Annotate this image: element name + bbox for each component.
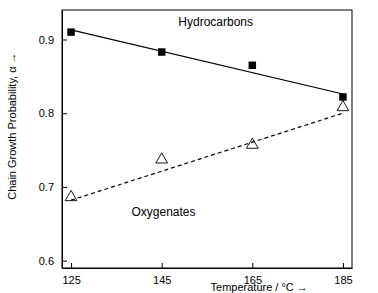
y-axis-line [62,11,63,269]
x-axis-title: Temperature / °C → [211,281,308,293]
data-point [246,138,258,148]
x-tick-mark [162,263,163,268]
data-point [249,62,256,69]
x-axis-line [63,268,353,269]
y-tick: 0.6 [39,255,67,267]
data-point [67,28,74,35]
x-tick-label: 185 [334,274,352,286]
data-point [156,153,168,163]
x-tick: 145 [153,263,171,286]
y-tick: 0.9 [39,34,67,46]
series-annotation: Oxygenates [131,205,195,219]
y-tick-label: 0.8 [39,107,54,119]
y-tick-mark [62,187,67,188]
x-tick: 185 [334,263,352,286]
y-tick-mark [62,39,67,40]
data-point [337,101,349,111]
y-tick-mark [62,113,67,114]
x-tick-label: 125 [62,274,80,286]
y-axis-title: Chain Growth Probability, α → [6,52,18,199]
y-tick-label: 0.7 [39,181,54,193]
data-point [65,190,77,200]
x-tick-mark [252,263,253,268]
y-tick-mark [62,261,67,262]
fit-line [71,113,343,200]
series-annotation: Hydrocarbons [178,15,253,29]
y-tick-label: 0.6 [39,255,54,267]
x-tick-mark [343,263,344,268]
y-axis: 0.6 0.7 0.8 0.9 [39,11,67,269]
x-axis: 125145165185 [62,263,352,286]
chart: 1251451651850.60.70.80.9Temperature / °C… [0,0,378,293]
y-tick-label: 0.9 [39,34,54,46]
fit-line [71,30,343,94]
y-tick: 0.7 [39,181,67,193]
plot-area [65,28,349,200]
y-tick: 0.8 [39,107,67,119]
x-tick-mark [71,263,72,268]
data-point [339,93,346,100]
x-tick-label: 145 [153,274,171,286]
x-tick: 125 [62,263,80,286]
plot-frame [62,10,352,268]
